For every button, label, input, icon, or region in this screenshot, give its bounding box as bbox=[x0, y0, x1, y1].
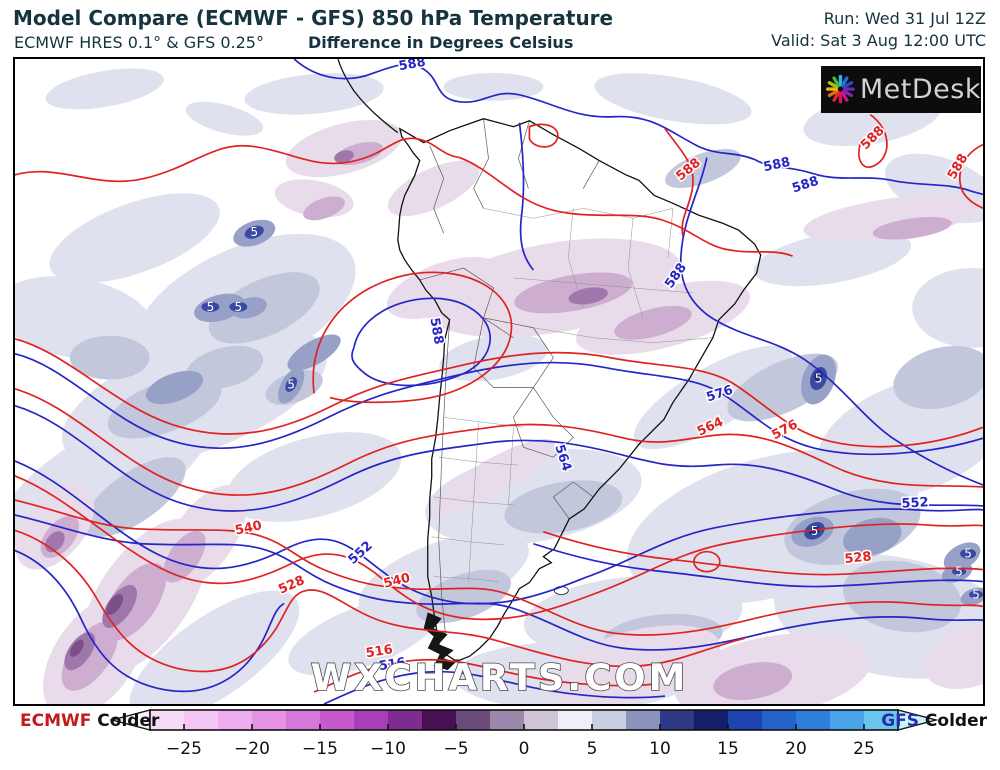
colorbar-cell bbox=[354, 710, 389, 730]
colorbar-tick-label: 0 bbox=[519, 739, 530, 759]
colorbar-cell bbox=[422, 710, 457, 730]
diff-label: 5 bbox=[972, 587, 980, 601]
contours-gfs bbox=[15, 59, 983, 704]
contour-label: 516 bbox=[378, 655, 407, 674]
contour-label: 588 bbox=[790, 174, 820, 197]
models-subtitle: ECMWF HRES 0.1° & GFS 0.25° bbox=[14, 33, 264, 52]
shading-navy-gfs-colder bbox=[201, 225, 983, 599]
legend-right-colder-label: Colder bbox=[924, 711, 987, 731]
colorbar-cell bbox=[184, 710, 219, 730]
weather-map: 588 588 588 588 588 588 588 588 576 576 … bbox=[15, 59, 983, 704]
contour-label: 528 bbox=[844, 549, 872, 567]
valid-time: Valid: Sat 3 Aug 12:00 UTC bbox=[771, 31, 986, 50]
legend-right-labels: GFS Colder bbox=[881, 711, 987, 731]
legend-right-model-label: GFS bbox=[881, 711, 919, 731]
legend-left-labels: ECMWF Colder bbox=[20, 711, 159, 731]
colorbar-tick-label: −20 bbox=[234, 739, 270, 759]
diff-label: 5 bbox=[811, 524, 819, 538]
legend: ECMWF Colder −25 −20 −15 −10 −5 0 5 10 15 20 25 GF… bbox=[0, 704, 1000, 766]
diff-label: 5 bbox=[207, 300, 215, 314]
diff-label: 5 bbox=[250, 225, 258, 239]
colorbar-tick-label: 5 bbox=[587, 739, 598, 759]
legend-left-model-label: ECMWF bbox=[20, 711, 92, 731]
colorbar-cell bbox=[218, 710, 253, 730]
colorbar-cell bbox=[796, 710, 831, 730]
run-time: Run: Wed 31 Jul 12Z bbox=[823, 9, 986, 28]
contour-label: 552 bbox=[901, 495, 929, 511]
units-subtitle: Difference in Degrees Celsius bbox=[308, 33, 574, 52]
colorbar-tick-label: 15 bbox=[717, 739, 739, 759]
contour-label: 588 bbox=[762, 155, 792, 175]
contours-ecmwf bbox=[15, 114, 983, 693]
colorbar-cell bbox=[320, 710, 355, 730]
metdesk-logo-text: MetDesk bbox=[859, 74, 981, 105]
map-canvas: 588 588 588 588 588 588 588 588 576 576 … bbox=[13, 57, 985, 706]
colorbar-cell bbox=[456, 710, 491, 730]
colorbar-cell bbox=[728, 710, 763, 730]
contour-label: 588 bbox=[398, 59, 427, 74]
tierra-del-fuego bbox=[423, 612, 456, 671]
colorbar-cell bbox=[660, 710, 695, 730]
difference-labels: 5 5 5 5 5 5 5 5 5 -5 -5 bbox=[70, 225, 980, 602]
diff-label: 5 bbox=[964, 547, 972, 561]
colorbar-tick-label: 20 bbox=[785, 739, 807, 759]
diff-label: -5 bbox=[70, 552, 82, 566]
page-title: Model Compare (ECMWF - GFS) 850 hPa Temp… bbox=[13, 6, 614, 30]
colorbar-tick-label: −5 bbox=[443, 739, 468, 759]
colorbar-cell bbox=[558, 710, 593, 730]
colorbar: −25 −20 −15 −10 −5 0 5 10 15 20 25 bbox=[109, 709, 939, 759]
contour-label: 516 bbox=[365, 642, 394, 661]
contour-label: 576 bbox=[770, 417, 801, 443]
colorbar-cell bbox=[490, 710, 525, 730]
diff-label: -5 bbox=[73, 588, 85, 602]
contour-label: 528 bbox=[276, 573, 307, 598]
diff-label: 5 bbox=[955, 565, 963, 579]
metdesk-logo: MetDesk bbox=[821, 66, 981, 113]
colorbar-cell bbox=[150, 710, 185, 730]
colorbar-cell bbox=[694, 710, 729, 730]
colorbar-cell bbox=[830, 710, 865, 730]
watermark-text: WXCHARTS.COM bbox=[311, 656, 689, 699]
diff-label: 5 bbox=[815, 372, 823, 386]
colorbar-tick-label: 10 bbox=[649, 739, 671, 759]
shading-darkest-purple bbox=[69, 594, 124, 657]
colorbar-tick-label: −15 bbox=[302, 739, 338, 759]
colorbar-tick-label: 25 bbox=[853, 739, 875, 759]
colorbar-cell bbox=[592, 710, 627, 730]
contour-label: 588 bbox=[426, 317, 445, 346]
colorbar-cell bbox=[524, 710, 559, 730]
contour-label: 540 bbox=[234, 518, 264, 538]
metdesk-pinwheel-icon bbox=[826, 74, 855, 104]
diff-label: 5 bbox=[287, 377, 295, 391]
colorbar-cell bbox=[864, 710, 899, 730]
colorbar-cell bbox=[286, 710, 321, 730]
colorbar-cell bbox=[626, 710, 661, 730]
colorbar-cell bbox=[388, 710, 423, 730]
colorbar-tick-label: −10 bbox=[370, 739, 406, 759]
colorbar-cell bbox=[762, 710, 797, 730]
diff-label: 5 bbox=[235, 300, 243, 314]
colorbar-cell bbox=[252, 710, 287, 730]
state-borders bbox=[431, 208, 713, 582]
colorbar-tick-label: −25 bbox=[166, 739, 202, 759]
legend-left-colder-label: Colder bbox=[97, 711, 160, 731]
